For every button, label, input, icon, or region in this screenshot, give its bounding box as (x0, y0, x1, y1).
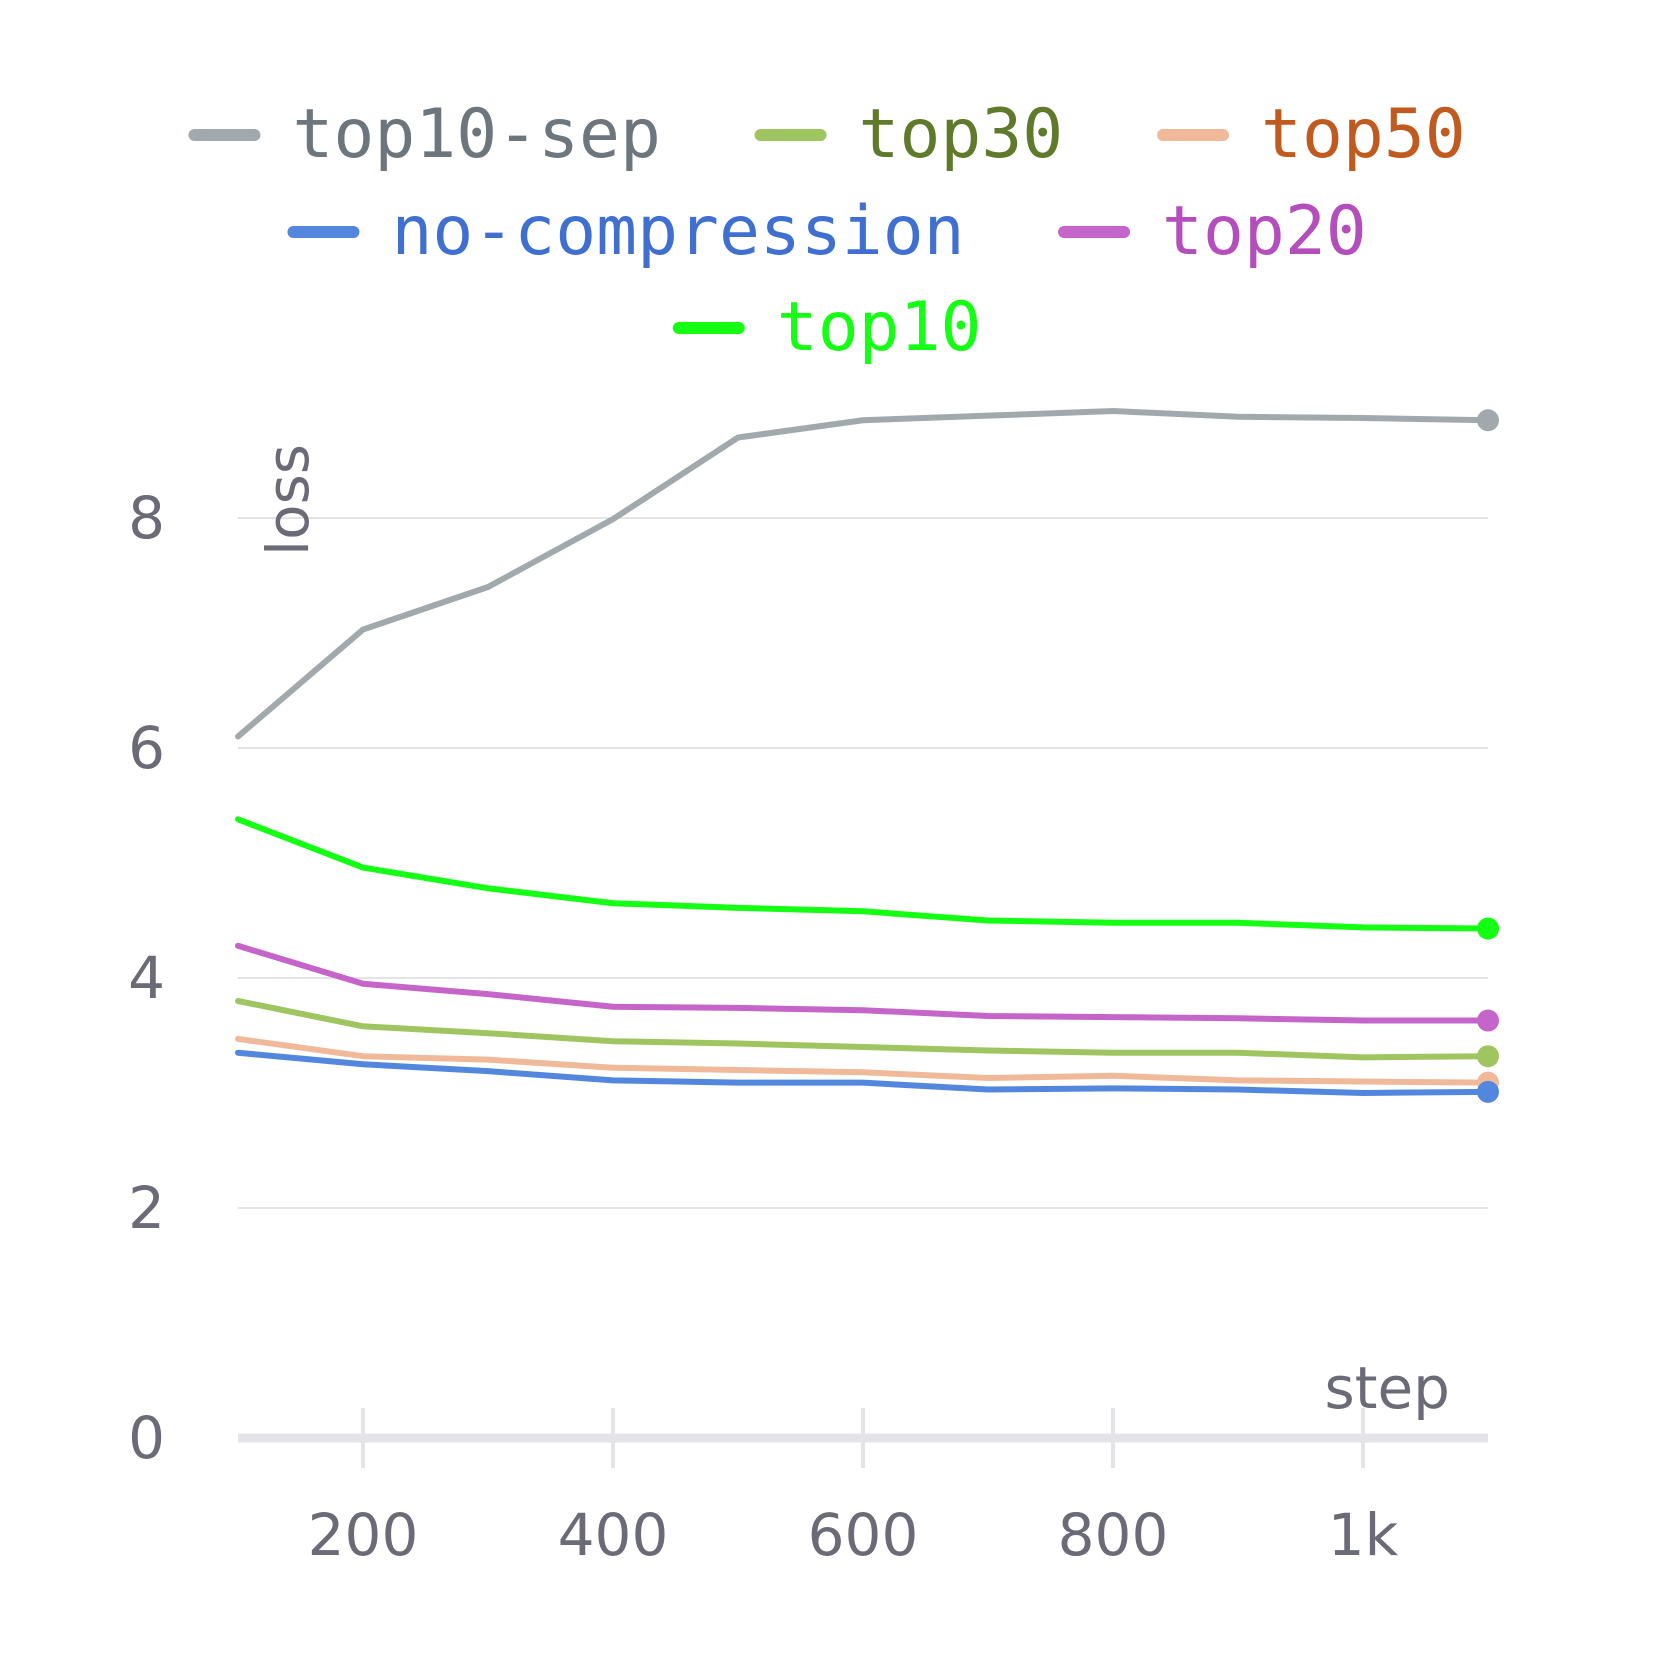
y-tick-label: 8 (128, 484, 165, 552)
x-tick-label: 400 (558, 1501, 669, 1569)
legend-label: top20 (1162, 192, 1367, 271)
series-line-top20[interactable] (235, 942, 1491, 1024)
legend-item-top10[interactable]: top10 (672, 288, 982, 367)
series-end-point-top30[interactable] (1477, 1045, 1499, 1068)
series-end-point-no-compression[interactable] (1477, 1080, 1499, 1103)
x-tick-label: 1k (1328, 1501, 1399, 1569)
legend-label: top10-sep (292, 95, 660, 174)
series-line-top30[interactable] (235, 998, 1491, 1061)
series-layer (235, 408, 1499, 1103)
axis-layer: 0 2 4 6 8 200 400 600 800 1k (128, 484, 1488, 1569)
legend-item-top10-sep[interactable]: top10-sep (188, 95, 661, 174)
legend-item-top30[interactable]: top30 (754, 95, 1064, 174)
series-end-point-top20[interactable] (1477, 1009, 1499, 1032)
y-tick-label: 6 (128, 714, 165, 782)
x-tick-label: 200 (308, 1501, 419, 1569)
x-axis-title: step (1325, 1354, 1450, 1422)
legend-label: top10 (777, 288, 982, 367)
series-end-point-top10[interactable] (1477, 917, 1499, 940)
legend-item-top20[interactable]: top20 (1058, 192, 1367, 271)
legend-item-top50[interactable]: top50 (1157, 95, 1466, 174)
y-tick-label: 4 (128, 944, 165, 1012)
series-line-no-compression[interactable] (235, 1049, 1491, 1096)
legend[interactable]: top10-sep top30 top50 no-compression top20 to… (188, 95, 1466, 367)
legend-label: top50 (1261, 95, 1466, 174)
series-line-top50[interactable] (235, 1035, 1491, 1086)
legend-label: top30 (859, 95, 1064, 174)
series-end-point-top10-sep[interactable] (1477, 409, 1499, 432)
x-tick-label: 800 (1058, 1501, 1169, 1569)
y-axis-title: loss (254, 444, 322, 556)
y-tick-label: 0 (128, 1404, 165, 1472)
legend-label: no-compression (391, 192, 964, 271)
series-line-top10-sep[interactable] (235, 408, 1491, 740)
series-line-top10[interactable] (235, 816, 1491, 932)
x-tick-label: 600 (808, 1501, 919, 1569)
grid-layer (238, 517, 1488, 1209)
y-tick-label: 2 (128, 1174, 165, 1242)
legend-item-no-compression[interactable]: no-compression (287, 192, 965, 271)
